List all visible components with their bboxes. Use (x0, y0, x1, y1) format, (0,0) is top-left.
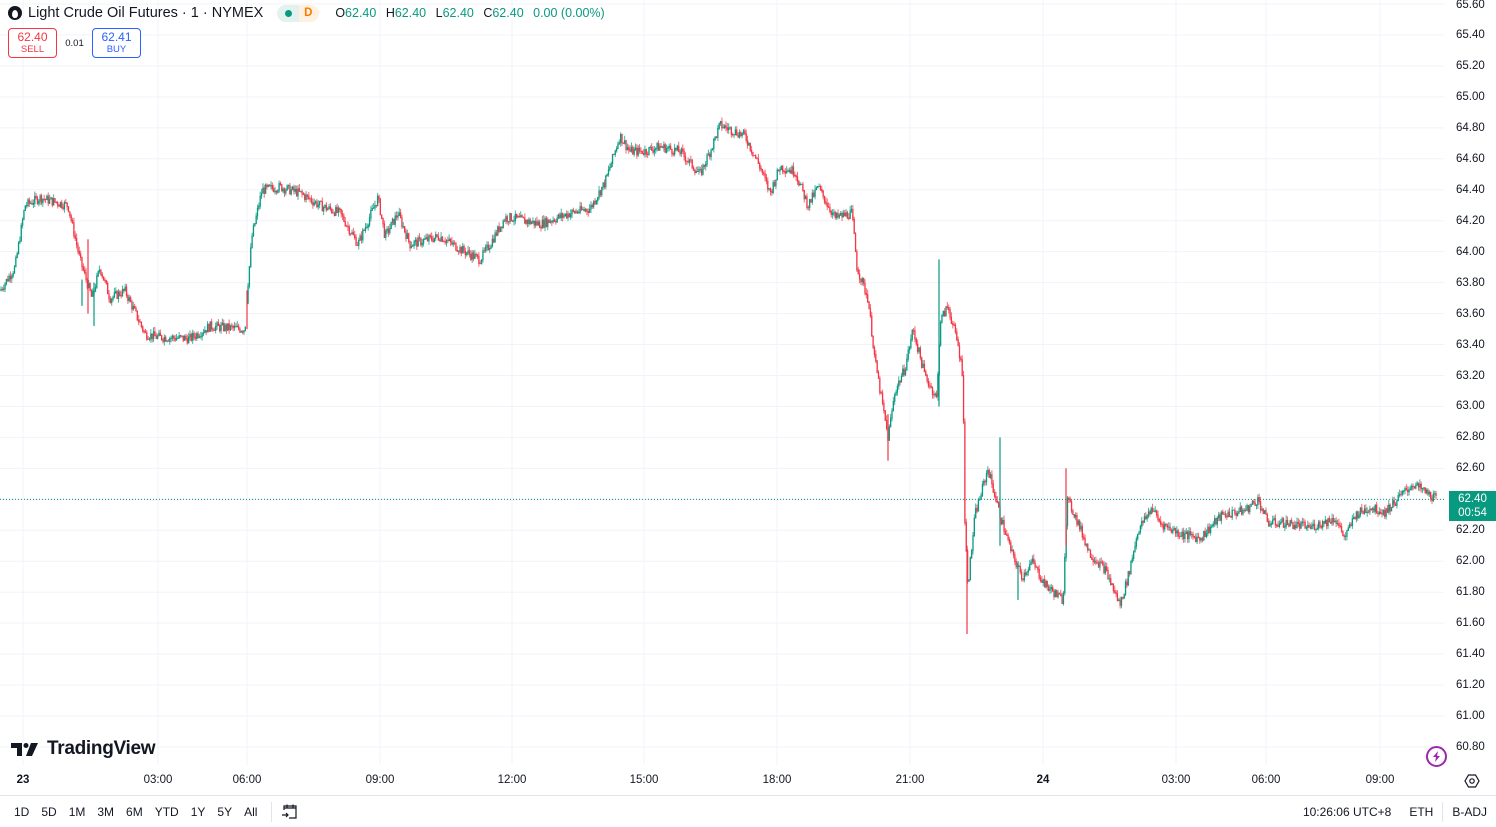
price-tick: 64.80 (1456, 121, 1485, 134)
range-all[interactable]: All (244, 804, 258, 819)
bar-countdown: 00:54 (1458, 507, 1487, 519)
price-tick: 61.80 (1456, 586, 1485, 599)
ohlc-values: O62.40 H62.40 L62.40 C62.40 0.00 (0.00%) (335, 6, 610, 20)
time-axis[interactable]: 23 03:00 06:00 09:00 12:00 15:00 18:00 21:00 24 0… (0, 765, 1444, 795)
open-value: 62.40 (345, 6, 377, 20)
time-tick: 18:00 (762, 774, 792, 786)
price-axis[interactable]: 65.60 65.40 65.20 65.00 64.80 64.60 64.40 64.20… (1444, 0, 1496, 765)
time-tick: 06:00 (1251, 774, 1281, 786)
tradingview-logo[interactable]: TradingView (11, 738, 156, 760)
symbol-title[interactable]: Light Crude Oil Futures · 1 · NYMEX (28, 5, 264, 21)
close-label: C (483, 6, 493, 20)
price-tick: 62.20 (1456, 524, 1485, 537)
price-tick: 61.60 (1456, 617, 1485, 630)
price-tick: 63.40 (1456, 338, 1485, 351)
range-1m[interactable]: 1M (68, 804, 86, 819)
symbol-legend: Light Crude Oil Futures · 1 · NYMEX D O6… (8, 3, 611, 23)
change-value: 0.00 (0.00%) (533, 6, 605, 20)
price-tick: 64.40 (1456, 183, 1485, 196)
price-tick: 61.40 (1456, 648, 1485, 661)
adjustment-toggle[interactable]: B-ADJ (1452, 804, 1487, 819)
price-tick: 61.20 (1456, 679, 1485, 692)
time-tick: 24 (1036, 774, 1050, 786)
close-value: 62.40 (492, 6, 524, 20)
sell-price: 62.40 (17, 30, 48, 44)
buy-label: BUY (106, 44, 127, 55)
market-open-dot-icon[interactable] (277, 4, 300, 22)
price-tick: 64.20 (1456, 214, 1485, 227)
range-3m[interactable]: 3M (97, 804, 115, 819)
price-tick: 60.80 (1456, 741, 1485, 753)
low-label: L (435, 6, 443, 20)
time-tick: 03:00 (143, 774, 173, 786)
oil-drop-icon (8, 6, 22, 20)
low-value: 62.40 (442, 6, 474, 20)
price-tick: 64.60 (1456, 152, 1485, 165)
open-label: O (335, 6, 346, 20)
price-tick: 62.60 (1456, 462, 1485, 475)
range-5d[interactable]: 5D (41, 804, 57, 819)
range-1d[interactable]: 1D (14, 804, 30, 819)
time-tick: 15:00 (629, 774, 659, 786)
price-tick: 65.40 (1456, 28, 1485, 41)
buy-price: 62.41 (101, 30, 132, 44)
sell-button[interactable]: 62.40 SELL (8, 28, 57, 58)
bottom-right-status: 10:26:06 UTC+8 ETH B-ADJ (1294, 796, 1496, 827)
time-tick: 09:00 (1365, 774, 1395, 786)
trade-buttons: 62.40 SELL 0.01 62.41 BUY (8, 28, 141, 58)
status-badges[interactable]: D (277, 4, 320, 22)
last-price: 62.40 (1458, 493, 1487, 505)
sell-label: SELL (20, 44, 45, 55)
last-price-tag: 62.40 00:54 (1449, 491, 1496, 521)
range-ytd[interactable]: YTD (154, 804, 179, 819)
time-tick: 12:00 (497, 774, 527, 786)
price-tick: 63.20 (1456, 369, 1485, 382)
logo-text: TradingView (47, 738, 156, 759)
price-tick: 63.00 (1456, 400, 1485, 413)
time-tick: 23 (16, 774, 30, 786)
range-6m[interactable]: 6M (126, 804, 143, 819)
time-tick: 21:00 (895, 774, 925, 786)
price-tick: 64.00 (1456, 245, 1485, 258)
clock-timezone[interactable]: 10:26:06 UTC+8 (1302, 804, 1392, 819)
settings-gear-icon[interactable] (1464, 773, 1480, 794)
divider (1442, 801, 1444, 822)
bottom-toolbar: 1D 5D 1M 3M 6M YTD 1Y 5Y All 10:26:06 UT… (0, 795, 1496, 827)
calendar-goto-icon[interactable] (280, 803, 300, 821)
time-tick: 03:00 (1161, 774, 1191, 786)
range-1y[interactable]: 1Y (190, 804, 206, 819)
price-tick: 65.60 (1456, 0, 1485, 11)
buy-button[interactable]: 62.41 BUY (92, 28, 141, 58)
price-tick: 61.00 (1456, 710, 1485, 723)
delayed-data-badge[interactable]: D (299, 4, 320, 22)
time-tick: 09:00 (365, 774, 395, 786)
divider (271, 801, 273, 822)
time-tick: 06:00 (232, 774, 262, 786)
spread-value: 0.01 (65, 37, 84, 49)
lightning-icon[interactable] (1426, 746, 1447, 767)
high-value: 62.40 (394, 6, 427, 20)
range-5y[interactable]: 5Y (217, 804, 233, 819)
price-tick: 65.20 (1456, 59, 1485, 72)
session-toggle[interactable]: ETH (1409, 804, 1434, 819)
chart-plot-area[interactable] (0, 0, 1444, 765)
candlestick-chart[interactable] (0, 0, 1444, 765)
tradingview-logo-icon (11, 743, 38, 756)
price-tick: 65.00 (1456, 90, 1485, 103)
price-tick: 63.80 (1456, 276, 1485, 289)
high-label: H (385, 6, 395, 20)
price-tick: 63.60 (1456, 307, 1485, 320)
price-tick: 62.00 (1456, 555, 1485, 568)
price-tick: 62.80 (1456, 431, 1485, 444)
